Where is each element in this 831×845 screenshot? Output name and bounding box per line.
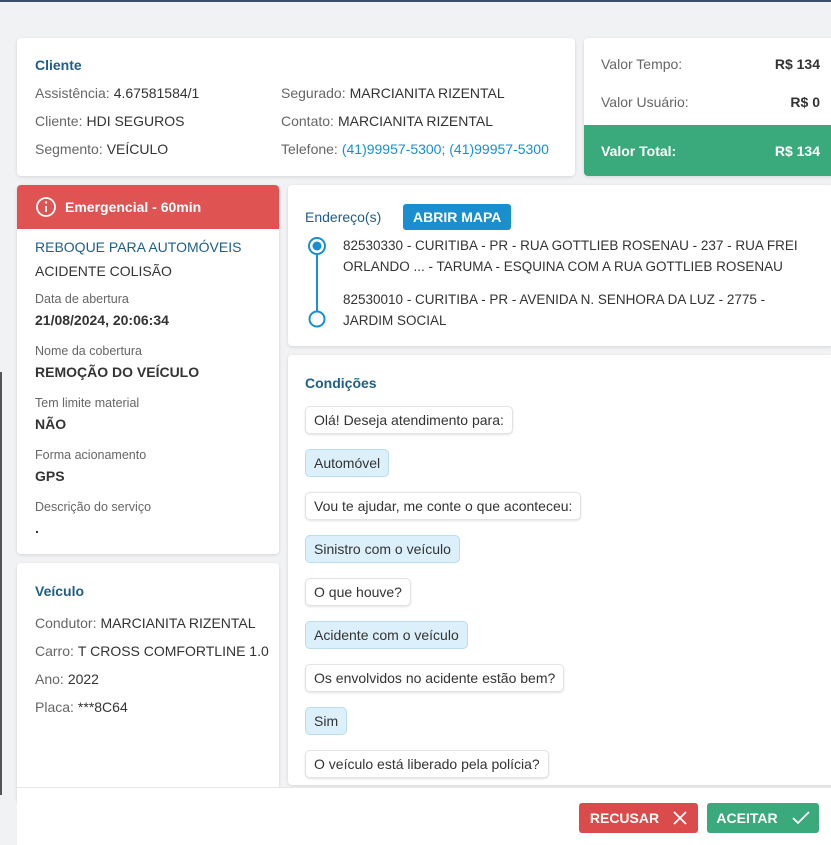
field-value: MARCIANITA RIZENTAL (100, 615, 256, 631)
info-icon (36, 197, 56, 217)
urgency-badge: Emergencial - 60min (17, 185, 279, 229)
vehicle-field: Ano: 2022 (35, 671, 99, 687)
service-field-label: Nome da cobertura (35, 344, 143, 358)
client-field: Telefone: (41)99957-5300; (41)99957-5300 (281, 141, 549, 157)
field-value: 4.67581584/1 (113, 85, 200, 101)
value-label: Valor Tempo: (601, 56, 683, 72)
reject-label: RECUSAR (589, 810, 660, 826)
field-value: 2022 (67, 671, 99, 687)
card-title: Cliente (35, 57, 82, 73)
field-value: T CROSS COMFORTLINE 1.0 (77, 643, 269, 659)
field-label: Cliente: (35, 113, 83, 129)
service-field-label: Data de abertura (35, 292, 129, 306)
field-value: MARCIANITA RIZENTAL (337, 113, 493, 129)
field-label: Contato: (281, 113, 334, 129)
field-value: HDI SEGUROS (86, 113, 185, 129)
address-card: Endereço(s) ABRIR MAPA 82530330 - CURITI… (288, 185, 831, 346)
value-amount: R$ 0 (790, 94, 820, 110)
conditions-card: Condições Olá! Deseja atendimento para: A… (288, 355, 831, 785)
vehicle-title: Veículo (35, 583, 85, 599)
field-label: Ano: (35, 671, 64, 687)
route-timeline (308, 237, 326, 328)
client-field: Contato: MARCIANITA RIZENTAL (281, 113, 493, 129)
accept-button[interactable]: ACEITAR (707, 803, 819, 833)
question-bubble: Vou te ajudar, me conte o que aconteceu: (305, 492, 582, 520)
field-label: Carro: (35, 643, 74, 659)
field-value: MARCIANITA RIZENTAL (349, 85, 505, 101)
vehicle-field: Carro: T CROSS COMFORTLINE 1.0 (35, 643, 269, 659)
reject-button[interactable]: RECUSAR (579, 803, 698, 833)
conditions-title: Condições (305, 375, 377, 391)
open-map-button[interactable]: ABRIR MAPA (403, 204, 512, 230)
service-field-label: Forma acionamento (35, 448, 147, 462)
client-field: Segmento: VEÍCULO (35, 141, 168, 157)
client-field: Cliente: HDI SEGUROS (35, 113, 184, 129)
value-amount: R$ 134 (774, 56, 820, 72)
total-value: R$ 134 (774, 143, 820, 159)
answer-bubble: Sim (305, 707, 348, 735)
value-label: Valor Usuário: (601, 94, 689, 110)
service-subtitle: ACIDENTE COLISÃO (35, 263, 172, 279)
service-title: REBOQUE PARA AUTOMÓVEIS (35, 239, 242, 255)
question-bubble: O veículo está liberado pela polícia? (305, 750, 549, 778)
answer-bubble: Sinistro com o veículo (305, 535, 460, 563)
service-field-label: Descrição do serviço (35, 500, 152, 514)
answer-bubble: Acidente com o veículo (305, 621, 468, 649)
question-bubble: Olá! Deseja atendimento para: (305, 406, 513, 434)
field-value: VEÍCULO (106, 141, 169, 157)
service-card: Emergencial - 60min REBOQUE PARA AUTOMÓV… (17, 185, 279, 554)
field-label: Placa: (35, 699, 74, 715)
answer-bubble: Automóvel (305, 449, 390, 477)
field-label: Segurado: (281, 85, 346, 101)
service-field-value: . (35, 520, 39, 536)
badge-text: Emergencial - 60min (65, 199, 202, 215)
field-value: (41)99957-5300; (41)99957-5300 (341, 141, 549, 157)
field-label: Condutor: (35, 615, 97, 631)
top-bar (0, 0, 831, 2)
values-card: Valor Total: R$ 134 Valor Tempo: R$ 134 Va… (584, 38, 831, 176)
client-field: Segurado: MARCIANITA RIZENTAL (281, 85, 505, 101)
field-label: Telefone: (281, 141, 338, 157)
client-field: Assistência: 4.67581584/1 (35, 85, 199, 101)
total-label: Valor Total: (601, 143, 677, 159)
service-field-label: Tem limite material (35, 396, 140, 410)
total-row: Valor Total: R$ 134 (584, 125, 831, 176)
side-edge (0, 372, 2, 795)
vehicle-card: Veículo Condutor: MARCIANITA RIZENTAL Carr… (17, 563, 279, 803)
check-icon (791, 811, 810, 825)
x-icon (673, 811, 687, 825)
accept-label: ACEITAR (716, 810, 778, 826)
vehicle-field: Condutor: MARCIANITA RIZENTAL (35, 615, 256, 631)
service-field-value: NÃO (35, 416, 67, 432)
service-field-value: GPS (35, 468, 65, 484)
service-field-value: 21/08/2024, 20:06:34 (35, 312, 169, 328)
address-item: 82530010 - CURITIBA - PR - AVENIDA N. SE… (343, 292, 766, 328)
field-label: Assistência: (35, 85, 110, 101)
service-field-value: REMOÇÃO DO VEÍCULO (35, 364, 200, 380)
field-label: Segmento: (35, 141, 103, 157)
client-card: Cliente Assistência: 4.67581584/1 Cliente:… (17, 38, 575, 176)
address-item: 82530330 - CURITIBA - PR - RUA GOTTLIEB … (343, 238, 798, 274)
question-bubble: O que houve? (305, 578, 411, 606)
field-value: ***8C64 (77, 699, 128, 715)
vehicle-field: Placa: ***8C64 (35, 699, 128, 715)
address-title: Endereço(s) (305, 209, 382, 225)
question-bubble: Os envolvidos no acidente estão bem? (305, 664, 565, 692)
